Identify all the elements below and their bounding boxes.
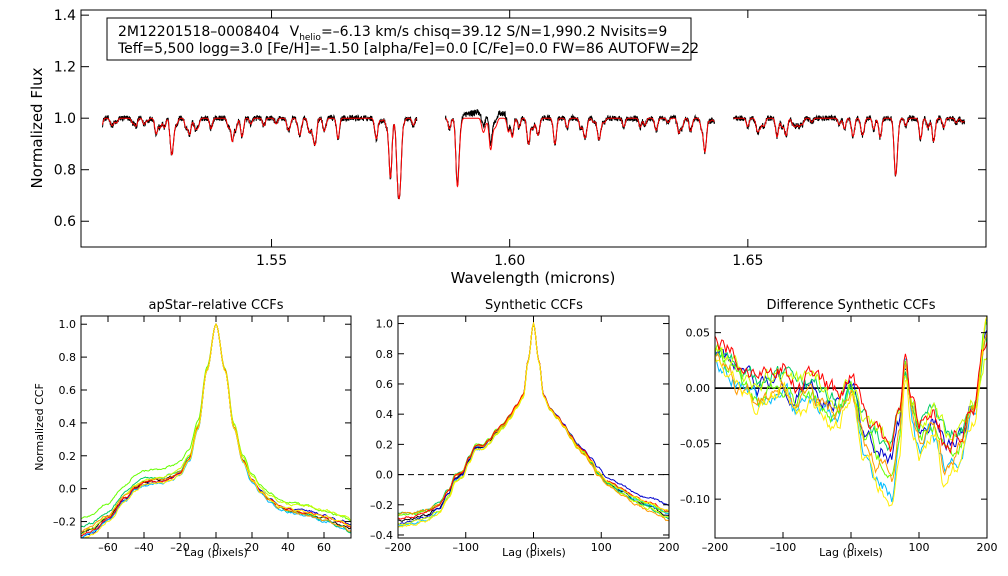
ccf-series-line-visit-9 <box>397 321 670 528</box>
ccf-series-line-visit-7 <box>397 321 670 522</box>
y-tick-label: 0.2 <box>59 450 77 463</box>
ccf-series-line-visit-4 <box>714 336 988 452</box>
difference-ccf-ticks: –200 –100 0 100 200 –0.10 –0.05 0.00 0.05 <box>680 316 998 554</box>
y-tick-label: 0.8 <box>54 163 76 179</box>
y-tick-label: –0.05 <box>680 438 710 451</box>
y-tick-label: 1.0 <box>54 111 76 127</box>
synthetic-ccf-title: Synthetic CCFs <box>485 298 583 313</box>
info-vhelio-subscript: helio <box>299 33 321 43</box>
x-tick-label: 1.65 <box>732 253 763 269</box>
info-star-id: 2M12201518–0008404 <box>118 24 280 40</box>
spectrum-ticks: 1.55 1.60 1.65 0.6 0.8 1.0 1.2 1.4 <box>54 8 986 269</box>
y-tick-label: 1.4 <box>54 8 76 24</box>
difference-ccf-plot-area <box>714 315 988 507</box>
ccf-series-line-visit-4 <box>397 321 670 520</box>
x-tick-label: 100 <box>909 541 930 554</box>
x-tick-label: 1.60 <box>494 253 525 269</box>
info-box-frame <box>106 17 692 61</box>
synthetic-ccf-x-axis-title: Lag (pixels) <box>502 546 566 559</box>
x-tick-label: 0 <box>848 541 855 554</box>
spectrum-plot-area <box>101 108 966 200</box>
apstar-ccf-ticks: –60 –40 –20 0 20 40 60 –0.2 0.0 0.2 0.4 0.6 0.8 1.0 <box>53 316 351 554</box>
ccf-series-line-visit-6 <box>714 346 988 450</box>
y-tick-label: 0.8 <box>376 348 394 361</box>
x-tick-label: –40 <box>134 541 154 554</box>
y-tick-label: 1.0 <box>376 318 394 331</box>
y-tick-label: 0.6 <box>376 378 394 391</box>
y-tick-label: 1.2 <box>54 60 76 76</box>
x-tick-label: 200 <box>977 541 998 554</box>
ccf-series-line-visit-5 <box>397 321 670 517</box>
y-tick-label: –0.2 <box>370 499 393 512</box>
y-tick-label: 0.6 <box>59 384 77 397</box>
info-line-1: 2M12201518–0008404 Vhelio=–6.13 km/s chis… <box>118 24 667 43</box>
x-tick-label: 0 <box>530 541 537 554</box>
info-line-2: Teff=5,500 logg=3.0 [Fe/H]=–1.50 [alpha/… <box>117 41 699 57</box>
model-spectrum-line <box>445 117 715 188</box>
spectrum-info-box: 2M12201518–0008404 Vhelio=–6.13 km/s chis… <box>106 17 699 61</box>
x-tick-label: –60 <box>98 541 118 554</box>
synthetic-ccf-ticks: –200 –100 0 100 200 –0.4 –0.2 0.0 0.2 0.4 0.6 0.8 1.… <box>370 316 680 554</box>
y-tick-label: 0.00 <box>686 382 711 395</box>
x-tick-label: –200 <box>702 541 729 554</box>
ccf-series-line-visit-3 <box>714 315 988 503</box>
info-line-1-rest: =–6.13 km/s chisq=39.12 S/N=1,990.2 Nvis… <box>321 24 667 40</box>
observed-spectrum-line <box>101 113 418 200</box>
y-tick-label: 0.8 <box>59 351 77 364</box>
model-spectrum-line <box>733 117 965 177</box>
difference-ccf-axes-frame <box>714 315 988 539</box>
difference-ccf-panel: Difference Synthetic CCFs –200 –100 0 100 20… <box>680 298 998 559</box>
y-tick-label: –0.10 <box>680 493 710 506</box>
x-tick-label: 200 <box>659 541 680 554</box>
x-tick-label: –200 <box>385 541 412 554</box>
x-tick-label: 20 <box>245 541 259 554</box>
ccf-series-line-visit-9 <box>81 323 352 539</box>
difference-ccf-title: Difference Synthetic CCFs <box>766 298 935 313</box>
ccf-series-line-visit-8 <box>397 321 670 520</box>
x-tick-label: –100 <box>770 541 797 554</box>
y-tick-label: –0.2 <box>53 516 76 529</box>
spectrum-y-axis-title: Normalized Flux <box>28 67 46 188</box>
ccf-series-line-visit-5 <box>80 323 352 522</box>
x-tick-label: 1.55 <box>256 253 287 269</box>
observed-spectrum-line <box>444 108 715 187</box>
spectrum-axes-frame <box>80 9 987 248</box>
model-spectrum-line <box>101 117 418 200</box>
x-tick-label: –100 <box>453 541 480 554</box>
y-tick-label: 0.4 <box>59 417 77 430</box>
y-tick-label: 1.0 <box>59 318 77 331</box>
ccf-series-line-visit-5 <box>714 320 988 479</box>
x-tick-label: 60 <box>317 541 331 554</box>
observed-spectrum-line <box>733 114 966 177</box>
apstar-ccf-y-axis-title: Normalized CCF <box>33 383 46 471</box>
x-tick-label: 100 <box>591 541 612 554</box>
ccf-series-line-visit-9 <box>714 315 988 507</box>
y-tick-label: –0.4 <box>370 529 393 542</box>
x-tick-label: –20 <box>170 541 190 554</box>
ccf-series-line-visit-1 <box>397 321 670 523</box>
synthetic-ccf-panel: Synthetic CCFs –200 –100 0 100 200 –0.4 –0.2 0.… <box>370 298 680 559</box>
apstar-ccf-panel: apStar–relative CCFs –60 –40 –20 0 20 40 60 –0.… <box>33 298 352 559</box>
spectrum-panel: 1.55 1.60 1.65 0.6 0.8 1.0 1.2 1.4 Wavelength (… <box>28 8 987 287</box>
y-tick-label: 0.4 <box>376 408 394 421</box>
apstar-ccf-x-axis-title: Lag (pixels) <box>184 546 248 559</box>
spectrum-x-axis-title: Wavelength (microns) <box>451 269 616 287</box>
ccf-series-line-visit-8 <box>714 335 988 455</box>
x-tick-label: 0 <box>213 541 220 554</box>
y-tick-label: 0.05 <box>686 327 711 340</box>
ccf-series-line-visit-7 <box>714 332 988 482</box>
info-vhelio-symbol: V <box>290 24 300 40</box>
y-tick-label: 0.0 <box>59 483 77 496</box>
y-tick-label: 0.2 <box>376 438 394 451</box>
apstar-ccf-title: apStar–relative CCFs <box>149 298 284 313</box>
synthetic-ccf-plot-area <box>397 321 670 528</box>
y-tick-label: 0.0 <box>376 469 394 482</box>
apstar-ccf-plot-area <box>80 323 352 539</box>
difference-ccf-x-axis-title: Lag (pixels) <box>819 546 883 559</box>
y-tick-label: 0.6 <box>54 214 76 230</box>
ccf-series-line-visit-3 <box>397 321 670 528</box>
x-tick-label: 40 <box>281 541 295 554</box>
